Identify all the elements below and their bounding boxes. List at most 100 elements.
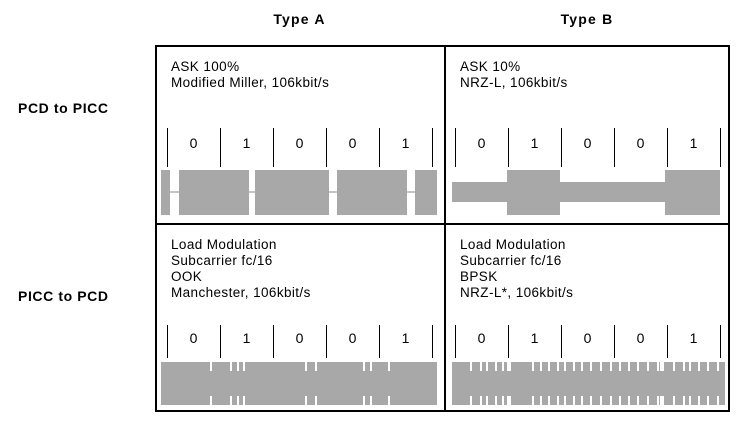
subcarrier-notch: [548, 396, 550, 405]
bit-boundary-tick: [455, 325, 456, 358]
modulation-spec-line: Load Modulation: [460, 237, 566, 252]
bit-boundary-tick: [379, 128, 380, 167]
bit-value-label: 0: [636, 330, 645, 346]
modulation-spec-line: BPSK: [460, 269, 498, 284]
waveform-segment: [507, 170, 560, 215]
bit-value-label: 1: [242, 330, 251, 346]
bit-boundary-tick: [667, 325, 668, 358]
bit-boundary-tick: [379, 325, 380, 358]
subcarrier-notch: [388, 396, 390, 405]
cell-pcd-to-picc-type-a: ASK 100% Modified Miller, 106kbit/s 0 1 0 0 1: [157, 47, 444, 223]
column-header-type-b: Type B: [560, 11, 614, 27]
subcarrier-notch: [230, 362, 232, 371]
bit-boundary-tick: [614, 128, 615, 167]
bit-value-label: 1: [530, 330, 539, 346]
subcarrier-notch: [315, 396, 317, 405]
subcarrier-notch: [237, 362, 239, 371]
subcarrier-notch: [683, 362, 685, 371]
subcarrier-notch: [610, 396, 612, 405]
subcarrier-notch: [573, 396, 575, 405]
subcarrier-notch: [707, 362, 709, 371]
modulation-spec-line: ASK 10%: [460, 59, 521, 74]
waveform-segment: [665, 170, 720, 215]
subcarrier-notch: [564, 396, 566, 405]
subcarrier-notch: [480, 396, 482, 405]
bit-value-label: 0: [348, 135, 357, 151]
subcarrier-notch: [628, 396, 630, 405]
waveform-segment: [560, 182, 665, 202]
bit-value-label: 0: [295, 330, 304, 346]
modulation-spec-line: Load Modulation: [171, 237, 277, 252]
subcarrier-notch: [495, 362, 497, 371]
bit-value-label: 0: [477, 330, 486, 346]
bit-boundary-tick: [508, 128, 509, 167]
bit-boundary-tick: [273, 325, 274, 358]
horizontal-divider: [157, 223, 728, 225]
bit-value-label: 1: [401, 135, 410, 151]
modulation-spec-line: OOK: [171, 269, 203, 284]
subcarrier-notch: [660, 396, 664, 405]
waveform-segment: [329, 191, 337, 193]
subcarrier-notch: [619, 396, 621, 405]
subcarrier-notch: [657, 396, 659, 405]
subcarrier-notch: [590, 362, 592, 371]
subcarrier-notch: [540, 362, 542, 371]
subcarrier-notch: [683, 396, 685, 405]
subcarrier-notch: [210, 396, 212, 405]
bit-value-label: 0: [636, 135, 645, 151]
subcarrier-notch: [370, 362, 372, 371]
subcarrier-notch: [600, 396, 602, 405]
subcarrier-notch: [305, 362, 307, 371]
subcarrier-notch: [363, 396, 365, 405]
bit-boundary-tick: [167, 128, 168, 167]
modulation-spec-line: NRZ-L*, 106kbit/s: [460, 285, 574, 300]
subcarrier-notch: [363, 362, 365, 371]
subcarrier-notch: [673, 362, 675, 371]
subcarrier-notch: [689, 396, 691, 405]
subcarrier-notch: [502, 396, 504, 405]
subcarrier-notch: [495, 396, 497, 405]
subcarrier-notch: [660, 362, 664, 371]
bit-boundary-tick: [326, 325, 327, 358]
bit-boundary-tick: [561, 128, 562, 167]
modulation-spec-line: Modified Miller, 106kbit/s: [171, 75, 330, 90]
bit-boundary-tick: [167, 325, 168, 358]
bit-boundary-tick: [455, 128, 456, 167]
bit-boundary-tick: [220, 325, 221, 358]
subcarrier-notch: [557, 362, 559, 371]
bit-boundary-tick: [273, 128, 274, 167]
waveform-segment: [170, 191, 179, 193]
modulation-spec-line: Subcarrier fc/16: [171, 253, 273, 268]
bit-value-label: 0: [583, 135, 592, 151]
modulation-spec-text: ASK 100% Modified Miller, 106kbit/s: [171, 59, 329, 91]
subcarrier-notch: [532, 362, 534, 371]
subcarrier-notch: [507, 396, 511, 405]
waveform-segment: [415, 170, 437, 215]
waveform-segment: [452, 182, 507, 202]
cell-picc-to-pcd-type-a: Load Modulation Subcarrier fc/16 OOK Manche…: [157, 225, 444, 410]
subcarrier-notch: [581, 396, 583, 405]
waveform-segment: [249, 191, 255, 193]
bit-boundary-tick: [326, 128, 327, 167]
bit-value-label: 0: [583, 330, 592, 346]
subcarrier-notch: [590, 396, 592, 405]
subcarrier-notch: [717, 396, 719, 405]
subcarrier-notch: [486, 396, 488, 405]
bit-value-label: 0: [477, 135, 486, 151]
vertical-divider: [444, 225, 446, 410]
modulation-spec-text: Load Modulation Subcarrier fc/16 BPSK NRZ-L…: [460, 237, 573, 301]
subcarrier-notch: [673, 396, 675, 405]
bit-boundary-tick: [432, 325, 433, 358]
bit-value-label: 1: [530, 135, 539, 151]
bit-value-label: 0: [189, 330, 198, 346]
bit-boundary-tick: [432, 128, 433, 167]
bit-boundary-tick: [720, 128, 721, 167]
subcarrier-notch: [557, 396, 559, 405]
bit-value-label: 0: [189, 135, 198, 151]
subcarrier-notch: [647, 396, 649, 405]
subcarrier-notch: [707, 396, 709, 405]
subcarrier-notch: [305, 396, 307, 405]
subcarrier-notch: [619, 362, 621, 371]
bit-boundary-tick: [561, 325, 562, 358]
vertical-divider: [444, 47, 446, 223]
